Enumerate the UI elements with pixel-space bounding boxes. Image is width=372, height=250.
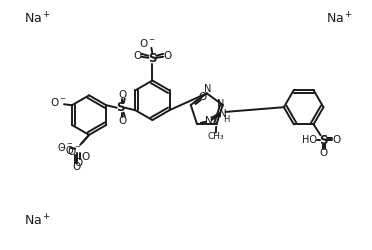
Text: $^-$O: $^-$O: [58, 145, 77, 157]
Text: O: O: [319, 148, 328, 158]
Text: O: O: [119, 116, 127, 126]
Text: O$^-$: O$^-$: [57, 141, 73, 153]
Text: HO: HO: [302, 135, 317, 145]
Text: S: S: [319, 134, 328, 147]
Text: CH₃: CH₃: [207, 132, 224, 141]
Text: O: O: [134, 51, 142, 61]
Text: Na$^+$: Na$^+$: [24, 213, 51, 228]
Text: O: O: [199, 92, 207, 102]
Text: N: N: [204, 84, 211, 94]
Text: S: S: [116, 101, 125, 114]
Text: Na$^+$: Na$^+$: [24, 12, 51, 27]
Text: H: H: [223, 115, 230, 124]
Text: O$^-$: O$^-$: [65, 144, 81, 156]
Text: N: N: [205, 116, 213, 126]
Text: O$^-$: O$^-$: [139, 37, 156, 49]
Text: O: O: [72, 162, 80, 172]
Text: Na$^+$: Na$^+$: [326, 12, 354, 27]
Text: S: S: [148, 52, 157, 65]
Text: O: O: [81, 152, 89, 162]
Text: O$^-$: O$^-$: [49, 96, 67, 108]
Text: N: N: [217, 99, 224, 109]
Text: O: O: [74, 158, 82, 168]
Text: N: N: [219, 109, 227, 119]
Text: O: O: [332, 135, 340, 145]
Text: O: O: [163, 51, 171, 61]
Text: O: O: [119, 90, 127, 100]
